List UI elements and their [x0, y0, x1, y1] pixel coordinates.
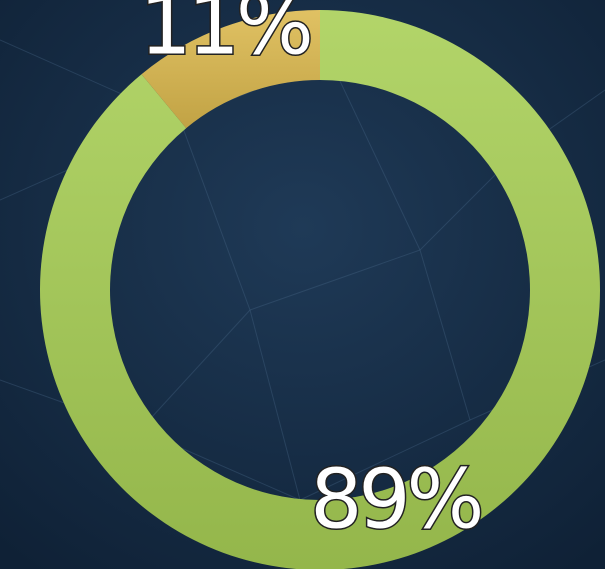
labels: 89% 11%	[138, 0, 486, 549]
segment-shade	[141, 10, 320, 129]
donut	[40, 10, 600, 569]
value-label: 89%	[310, 453, 480, 548]
value-label: 11%	[140, 0, 310, 73]
